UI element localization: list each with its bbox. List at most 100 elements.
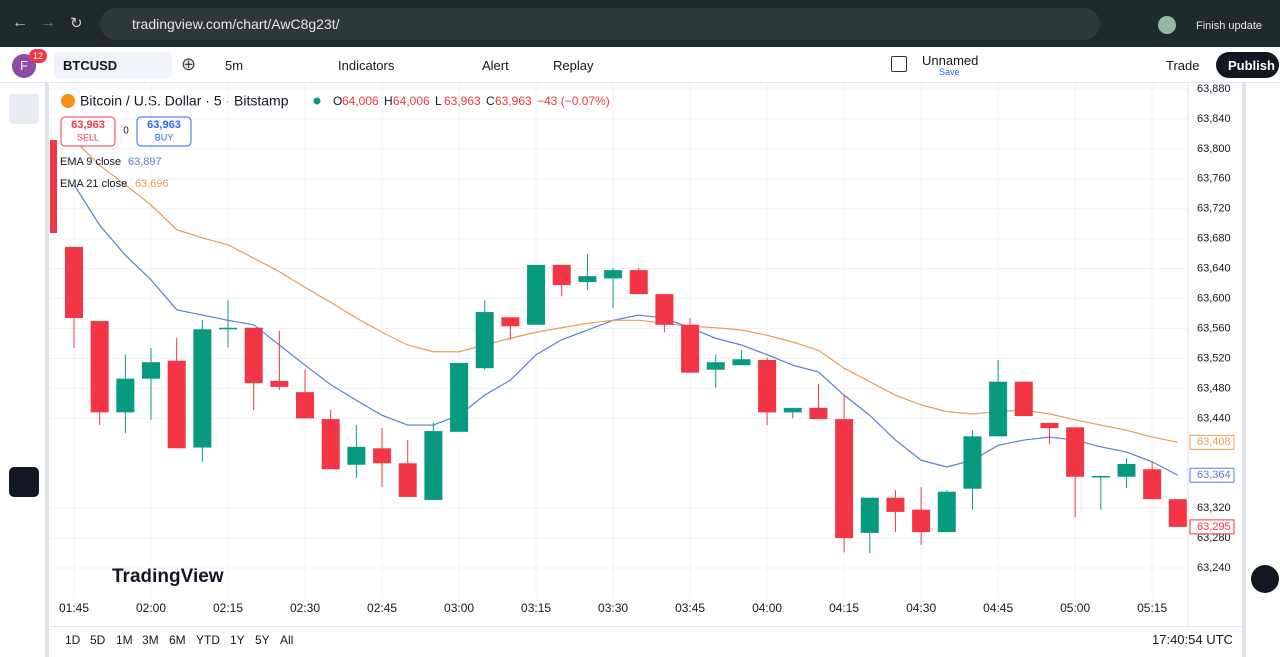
candle-body (501, 317, 520, 327)
badge: 12 (29, 49, 47, 63)
y-tick-label: 63,680 (1197, 233, 1231, 245)
y-tick-label: 63,520 (1197, 352, 1231, 364)
price-label: 63,408 (1197, 436, 1231, 448)
trade[interactable]: Trade (1166, 58, 1200, 73)
candle-body (219, 327, 238, 330)
candle-body (270, 380, 289, 387)
reload-button[interactable]: ↻ (70, 15, 83, 32)
candle-body (296, 392, 315, 419)
candle-body (937, 491, 956, 533)
candle-body (116, 378, 135, 413)
y-tick-label: 63,240 (1197, 562, 1231, 574)
add-symbol[interactable]: ⊕ (181, 54, 197, 74)
x-tick-label: 02:45 (367, 601, 397, 615)
range-button[interactable]: 1M (116, 633, 133, 647)
alert[interactable]: Alert (482, 58, 509, 73)
watermark: TradingView (112, 566, 224, 587)
range-button[interactable]: All (280, 633, 294, 647)
replay[interactable]: Replay (553, 58, 594, 73)
spread: 0 (123, 126, 129, 137)
layout-name[interactable]: Unnamed (922, 53, 979, 68)
candle-body (912, 509, 931, 533)
ohlc-key: C (486, 94, 495, 108)
buy-box (136, 116, 192, 147)
save[interactable]: Save (939, 67, 960, 77)
candle-body (629, 270, 648, 295)
drawing-toolbar (0, 83, 49, 657)
y-tick-label: 63,840 (1197, 113, 1231, 125)
address-bar[interactable]: tradingview.com/chart/AwC8g23t/ (100, 8, 1100, 40)
range-button[interactable]: 5Y (255, 633, 270, 647)
interval[interactable]: 5m (225, 58, 244, 73)
plot-area (50, 83, 1188, 598)
candle-body (527, 264, 546, 325)
range-button[interactable]: 5D (90, 633, 106, 647)
candle-body (963, 436, 982, 489)
candle-body (681, 324, 700, 373)
x-tick-label: 05:15 (1137, 601, 1167, 615)
candle-body (758, 359, 777, 413)
range-button[interactable]: 3M (142, 633, 159, 647)
sell-price: 63,963 (71, 119, 105, 131)
finish-update[interactable]: Finish update (1196, 20, 1263, 32)
y-tick-label: 63,480 (1197, 382, 1231, 394)
candle-body (1091, 475, 1110, 478)
range-button[interactable]: 1D (65, 633, 81, 647)
crosshair-tool[interactable] (9, 94, 39, 124)
y-tick-label: 63,280 (1197, 532, 1231, 544)
candle-body (142, 362, 161, 379)
candle-body (373, 448, 392, 464)
candle-body (1066, 427, 1085, 477)
market-dot (313, 97, 321, 105)
layout-checkbox[interactable] (891, 56, 907, 72)
price-label-box (1189, 519, 1235, 535)
range-button[interactable]: YTD (196, 633, 220, 647)
price-label-box (1189, 467, 1235, 483)
candle-body (604, 270, 623, 279)
candle-body (886, 497, 905, 512)
x-tick-label: 04:00 (752, 601, 782, 615)
magnet-tool[interactable] (9, 467, 39, 497)
candle-body (552, 264, 571, 286)
back-button[interactable]: ← (12, 14, 28, 31)
range-button[interactable]: 1Y (230, 633, 245, 647)
range-button[interactable]: 6M (169, 633, 186, 647)
legend-entry: EMA 9 close (60, 156, 121, 168)
btc-icon (61, 94, 75, 108)
browser-bar: ← → ↻ tradingview.com/chart/AwC8g23t/ Fi… (0, 0, 1280, 47)
x-tick-label: 02:30 (290, 601, 320, 615)
legend-value: 63,696 (135, 178, 169, 190)
symbol-box[interactable] (54, 52, 172, 78)
candle-body (244, 327, 263, 384)
forward-button[interactable]: → (40, 14, 56, 31)
candle-body (835, 419, 854, 539)
y-tick-label: 63,760 (1197, 173, 1231, 185)
candle-body (347, 446, 366, 465)
y-tick-label: 63,720 (1197, 203, 1231, 215)
candle-body (989, 381, 1008, 437)
apps-button[interactable] (1251, 565, 1279, 593)
ohlc-value: 63,963 (495, 94, 532, 108)
buy-price: 63,963 (147, 119, 181, 131)
profile-icon[interactable] (1158, 16, 1176, 34)
publish: Publish (1228, 58, 1275, 73)
ohlc-value: 64,006 (342, 94, 379, 108)
candle-body (193, 329, 212, 448)
candle-body (1168, 499, 1187, 527)
ohlc-value: 63,963 (444, 94, 481, 108)
x-tick-label: 04:45 (983, 601, 1013, 615)
publish-button[interactable]: Publish (1216, 52, 1279, 78)
symbol[interactable]: BTCUSD (63, 58, 118, 73)
bottom-bar (50, 626, 1242, 657)
candle-body (655, 294, 674, 325)
price-label: 63,364 (1197, 469, 1231, 481)
ohlc-value: 64,006 (393, 94, 430, 108)
clock: 17:40:54 UTC (1152, 632, 1233, 647)
buy-label: BUY (155, 132, 174, 142)
indicators[interactable]: Indicators (338, 58, 395, 73)
candle-body (321, 419, 340, 470)
sell-label: SELL (77, 132, 99, 142)
candle-body (860, 497, 879, 533)
url-text: tradingview.com/chart/AwC8g23t/ (132, 16, 340, 32)
